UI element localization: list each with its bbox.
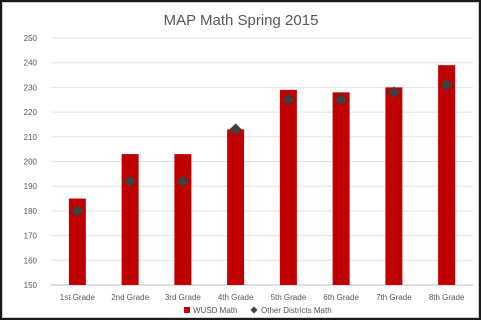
bar: [68, 198, 86, 285]
bar: [279, 89, 297, 286]
x-tick-label: 1st Grade: [60, 293, 96, 302]
bar: [227, 129, 245, 285]
y-tick-label: 240: [24, 59, 38, 68]
marker-point: [387, 86, 400, 99]
legend-label: Other Districts Math: [261, 306, 332, 315]
y-tick-label: 190: [24, 182, 38, 191]
bar-series: [68, 65, 456, 286]
chart-frame: MAP Math Spring 2015 150 160 170 180 190 200 2…: [2, 2, 479, 318]
marker-point: [282, 93, 295, 106]
x-tick-label: 8th Grade: [429, 293, 465, 302]
marker-series: [71, 78, 453, 217]
y-tick-label: 200: [24, 158, 38, 167]
y-tick-label: 180: [24, 207, 38, 216]
y-tick-label: 250: [24, 34, 38, 43]
legend: WUSD Math Other Districts Math: [184, 306, 332, 315]
y-tick-label: 210: [24, 133, 38, 142]
bar: [121, 154, 139, 285]
x-tick-label: 3rd Grade: [165, 293, 202, 302]
x-axis: 1st Grade 2nd Grade 3rd Grade 4th Grade 5th …: [60, 293, 465, 302]
legend-swatch-marker: [250, 306, 258, 314]
legend-label: WUSD Math: [193, 306, 237, 315]
x-tick-label: 4th Grade: [218, 293, 254, 302]
bar: [332, 92, 350, 285]
x-tick-label: 2nd Grade: [111, 293, 149, 302]
x-tick-label: 5th Grade: [271, 293, 307, 302]
y-axis: 150 160 170 180 190 200 210 220 230 240 250: [24, 34, 38, 290]
legend-swatch-bar: [184, 307, 190, 313]
chart: MAP Math Spring 2015 150 160 170 180 190 200 2…: [24, 12, 473, 315]
chart-title: MAP Math Spring 2015: [164, 12, 319, 29]
y-tick-label: 230: [24, 83, 38, 92]
y-tick-label: 170: [24, 232, 38, 241]
y-tick-label: 150: [24, 281, 38, 290]
y-tick-label: 220: [24, 108, 38, 117]
marker-point: [335, 93, 348, 106]
y-tick-label: 160: [24, 256, 38, 265]
marker-point: [440, 78, 453, 91]
marker-point: [229, 123, 242, 136]
bar: [385, 87, 403, 286]
bar: [174, 154, 192, 285]
marker-point: [176, 175, 189, 188]
x-tick-label: 7th Grade: [376, 293, 412, 302]
x-tick-label: 6th Grade: [323, 293, 359, 302]
gridlines: [51, 37, 473, 286]
marker-point: [71, 204, 84, 217]
marker-point: [124, 175, 137, 188]
bar: [438, 65, 456, 285]
